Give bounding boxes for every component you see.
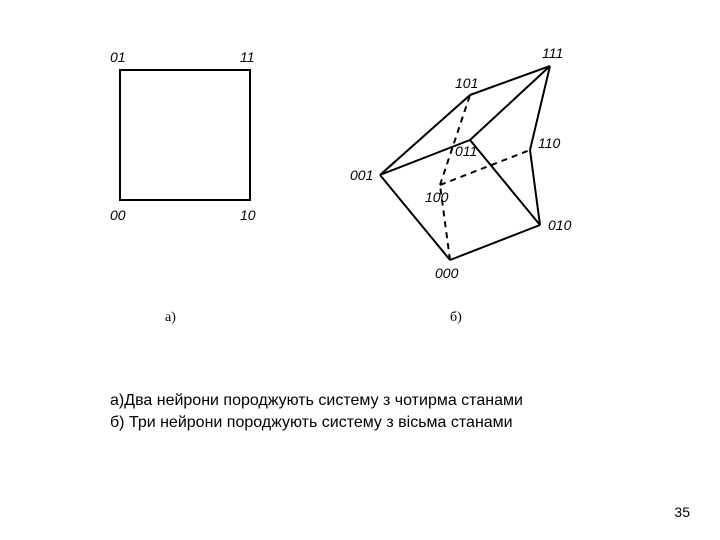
cube-label-101: 101 [455, 75, 478, 91]
diagram-container: 01 11 00 10 000 010 100 110 0 [100, 30, 620, 280]
square-diagram: 01 11 00 10 [110, 49, 256, 223]
cube-edge [380, 95, 470, 175]
diagrams-svg: 01 11 00 10 000 010 100 110 0 [100, 30, 620, 280]
page-number: 35 [674, 504, 690, 520]
cube-label-010: 010 [548, 217, 572, 233]
cube-label-000: 000 [435, 265, 459, 280]
cube-diagram: 000 010 100 110 001 011 101 111 [350, 45, 572, 280]
square-label-10: 10 [240, 207, 256, 223]
square-label-01: 01 [110, 49, 126, 65]
cube-edge [470, 66, 550, 95]
figure-label-a: а) [165, 310, 176, 326]
cube-label-100: 100 [425, 189, 449, 205]
cube-edge [450, 225, 540, 260]
cube-label-110: 110 [538, 135, 561, 151]
cube-edge [380, 175, 450, 260]
caption-line-2: б) Три нейрони породжують систему з вісь… [110, 412, 523, 434]
cube-label-001: 001 [350, 167, 373, 183]
square-shape [120, 70, 250, 200]
square-label-00: 00 [110, 207, 126, 223]
square-label-11: 11 [240, 49, 255, 65]
caption-block: а)Два нейрони породжують систему з чотир… [110, 390, 523, 433]
caption-line-1: а)Два нейрони породжують систему з чотир… [110, 390, 523, 412]
figure-label-b: б) [450, 310, 462, 326]
cube-label-011: 011 [455, 143, 477, 159]
cube-label-111: 111 [542, 45, 563, 61]
cube-edge [470, 66, 550, 140]
cube-edge-dashed [440, 150, 530, 185]
